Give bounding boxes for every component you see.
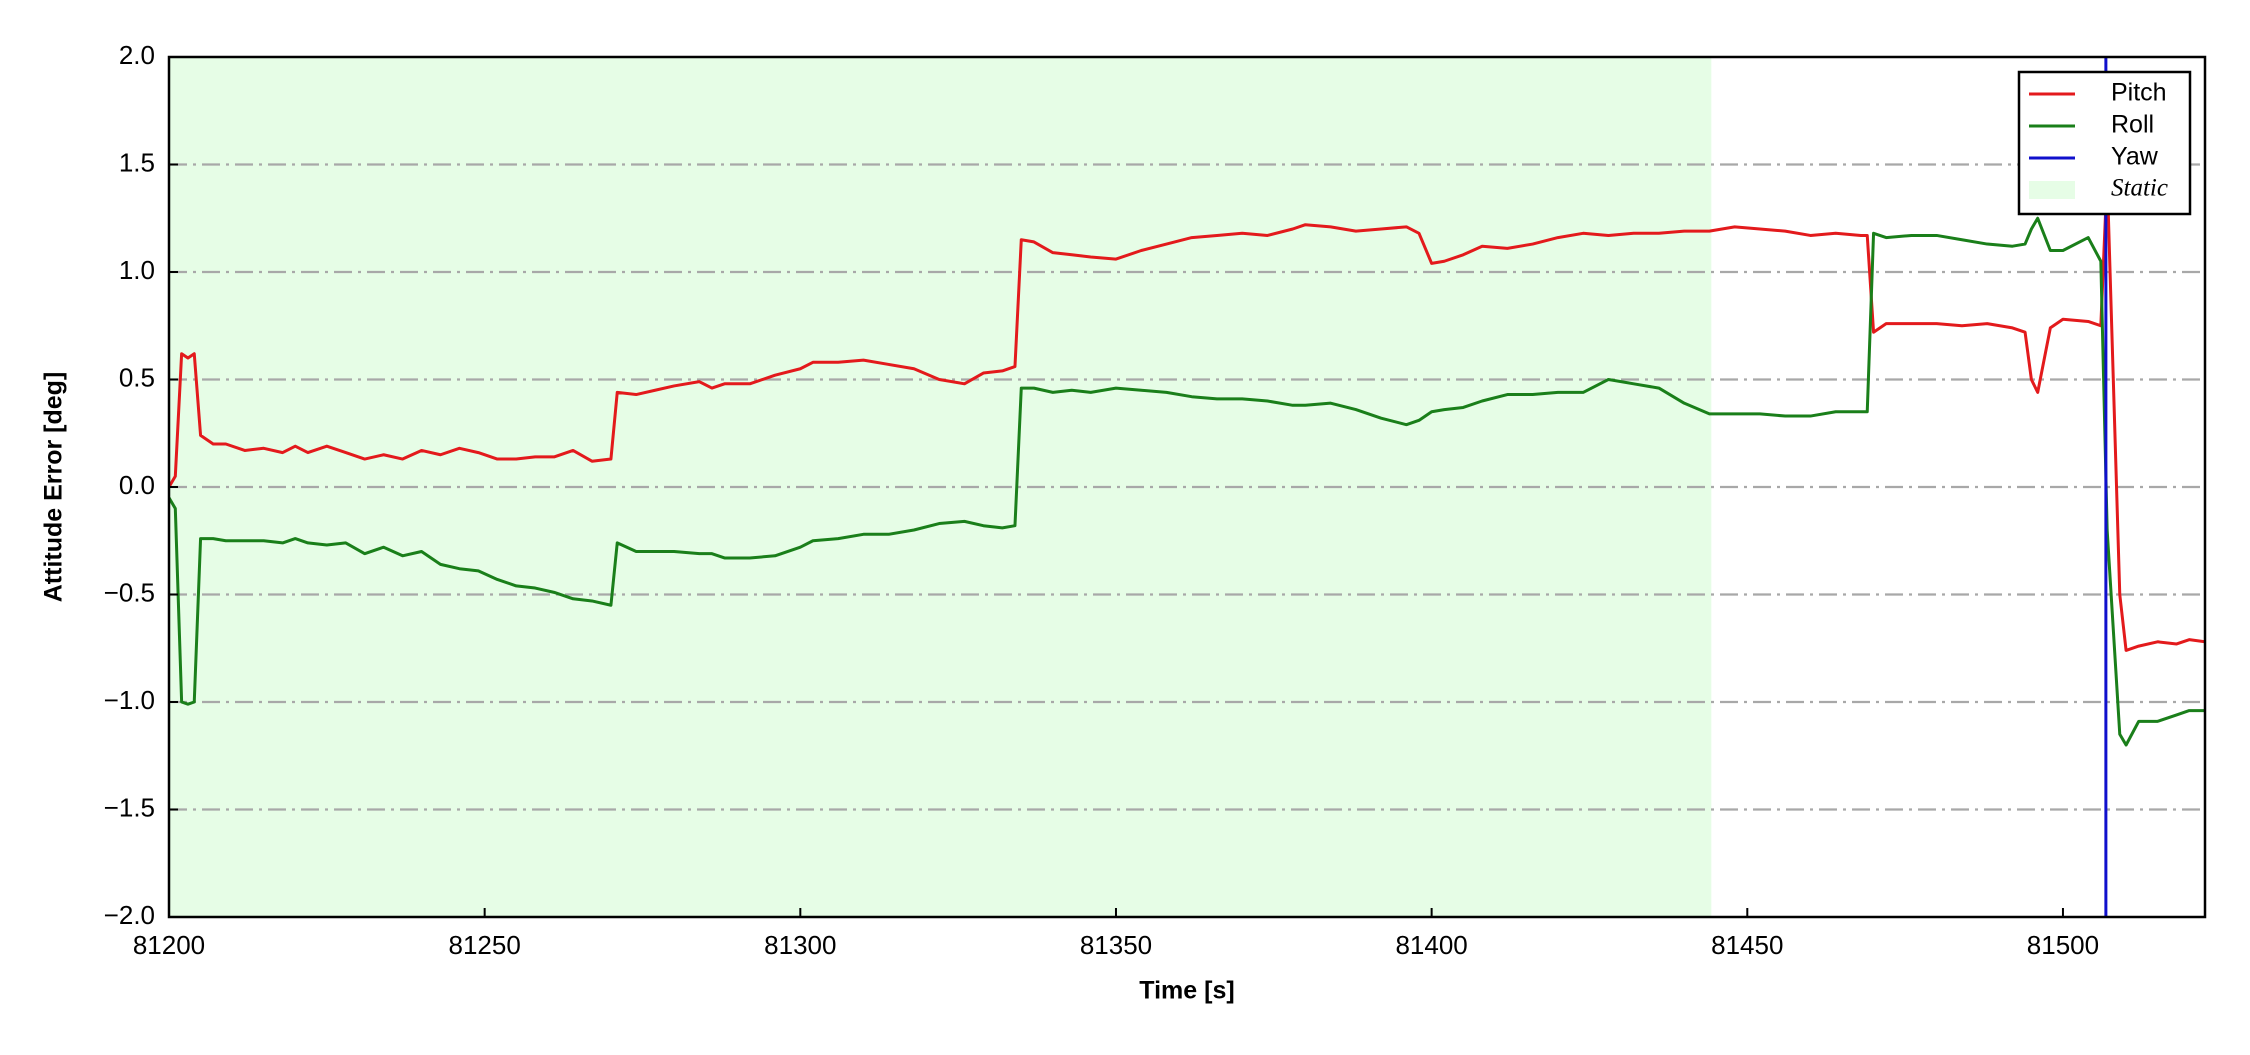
- y-tick-label: −0.5: [104, 577, 155, 607]
- x-tick-label: 81250: [449, 930, 521, 960]
- x-tick-label: 81500: [2027, 930, 2099, 960]
- y-tick-label: 0.5: [119, 362, 155, 392]
- x-axis-label: Time [s]: [1139, 977, 1234, 1005]
- x-tick-label: 81450: [1711, 930, 1783, 960]
- legend-label: Yaw: [2111, 143, 2159, 171]
- y-tick-label: −1.5: [104, 792, 155, 822]
- x-tick-label: 81300: [764, 930, 836, 960]
- series-line: [169, 216, 2205, 747]
- axes: −2.0 −1.5 −1.0 −0.5 0.0 0.5 1.0 1.5 2.0 81200 8125…: [104, 40, 2099, 960]
- y-tick-label: −1.0: [104, 685, 155, 715]
- y-axis-label: Attitude Error [deg]: [40, 372, 68, 603]
- y-tick-label: −2.0: [104, 900, 155, 930]
- y-tick-label: 2.0: [119, 40, 155, 70]
- legend-label: Roll: [2111, 111, 2154, 139]
- y-tick-label: 0.0: [119, 470, 155, 500]
- x-tick-label: 81400: [1395, 930, 1467, 960]
- y-tick-label: 1.5: [119, 147, 155, 177]
- legend-label: Static: [2111, 175, 2168, 202]
- x-tick-label: 81200: [133, 930, 205, 960]
- y-tick-label: 1.0: [119, 255, 155, 285]
- legend: Pitch Roll Yaw Static: [2017, 70, 2192, 216]
- legend-swatch: [2029, 181, 2075, 199]
- grid: [169, 163, 2205, 811]
- legend-label: Pitch: [2111, 79, 2167, 107]
- x-tick-label: 81350: [1080, 930, 1152, 960]
- series-line: [169, 173, 2205, 652]
